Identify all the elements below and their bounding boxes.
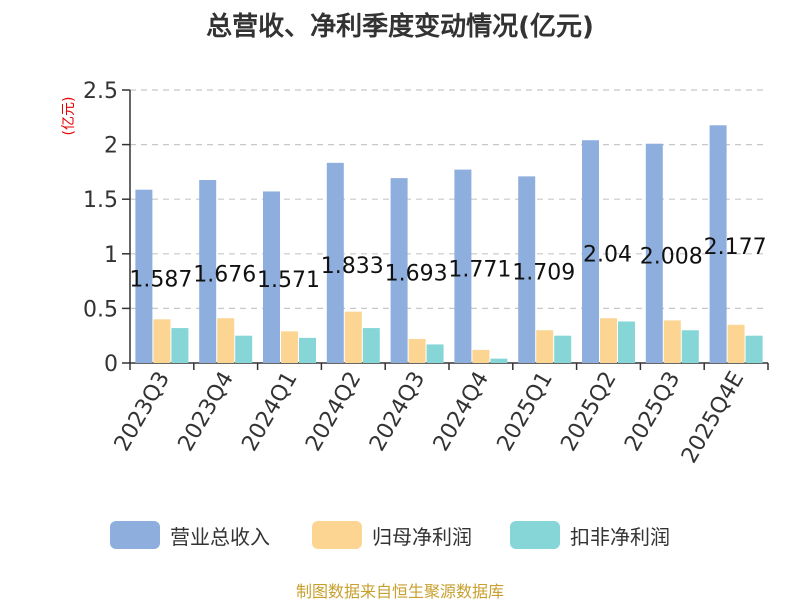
data-label-revenue: 2.008 xyxy=(640,244,703,269)
bar-net-profit xyxy=(281,331,298,363)
x-tick-label: 2025Q4E xyxy=(677,368,749,468)
bar-net-profit xyxy=(663,320,681,363)
x-tick-label: 2024Q2 xyxy=(301,368,366,456)
bar-revenue xyxy=(645,143,663,363)
data-label-revenue: 2.177 xyxy=(704,235,767,260)
bar-deducted-profit xyxy=(171,328,189,363)
bar-net-profit xyxy=(408,338,426,363)
bar-deducted-profit xyxy=(299,337,316,363)
legend-label-deducted-profit: 扣非净利润 xyxy=(570,524,670,549)
bar-net-profit xyxy=(536,330,554,363)
x-tick-label: 2024Q4 xyxy=(429,368,494,456)
x-tick-label: 2025Q1 xyxy=(493,368,558,456)
data-label-revenue: 1.676 xyxy=(193,262,256,287)
bar-revenue xyxy=(199,179,217,363)
legend-label-revenue: 营业总收入 xyxy=(170,524,270,549)
bar-deducted-profit xyxy=(362,328,380,363)
bar-chart-plot: 00.511.522.52023Q32023Q42024Q12024Q22024… xyxy=(83,79,769,468)
x-tick-label: 2023Q4 xyxy=(174,368,239,456)
bar-deducted-profit xyxy=(618,321,635,363)
legend-item-net-profit[interactable]: 归母净利润 xyxy=(312,518,472,552)
y-tick-label: 1 xyxy=(104,243,118,268)
data-label-revenue: 1.771 xyxy=(448,257,511,282)
data-label-revenue: 1.833 xyxy=(321,254,384,279)
bar-deducted-profit xyxy=(426,344,444,363)
y-tick-label: 0 xyxy=(104,352,118,377)
bar-revenue xyxy=(263,191,280,363)
x-tick-label: 2025Q2 xyxy=(556,368,621,456)
y-tick-label: 2 xyxy=(104,134,118,159)
bar-revenue xyxy=(582,140,599,363)
bar-net-profit xyxy=(727,324,745,363)
legend-item-deducted-profit[interactable]: 扣非净利润 xyxy=(510,518,670,552)
data-label-revenue: 1.709 xyxy=(512,261,575,286)
legend-item-revenue[interactable]: 营业总收入 xyxy=(110,518,270,552)
bar-net-profit xyxy=(344,311,362,363)
legend: 营业总收入 归母净利润 扣非净利润 xyxy=(0,518,800,552)
bar-deducted-profit xyxy=(681,330,699,363)
legend-swatch-deducted-profit xyxy=(510,521,560,549)
bar-deducted-profit xyxy=(554,335,572,363)
bar-revenue xyxy=(518,176,536,363)
y-tick-label: 1.5 xyxy=(83,188,118,213)
x-tick-label: 2023Q3 xyxy=(110,368,175,456)
y-tick-label: 2.5 xyxy=(83,79,118,104)
bar-revenue xyxy=(454,169,472,363)
source-note: 制图数据来自恒生聚源数据库 xyxy=(295,582,504,601)
x-tick-label: 2025Q3 xyxy=(620,368,685,456)
bar-revenue xyxy=(135,189,153,363)
bar-deducted-profit xyxy=(745,335,763,363)
data-label-revenue: 1.693 xyxy=(385,262,448,287)
bar-revenue xyxy=(709,125,727,363)
y-tick-label: 0.5 xyxy=(83,297,118,322)
x-tick-label: 2024Q3 xyxy=(365,367,430,455)
data-label-revenue: 2.04 xyxy=(583,243,632,268)
bar-revenue xyxy=(390,178,408,363)
bar-net-profit xyxy=(472,349,490,363)
legend-swatch-net-profit xyxy=(312,521,362,549)
bar-net-profit xyxy=(153,319,171,363)
legend-label-net-profit: 归母净利润 xyxy=(372,524,472,549)
chart-title: 总营收、净利季度变动情况(亿元) xyxy=(206,12,594,42)
bar-deducted-profit xyxy=(235,335,253,363)
data-label-revenue: 1.571 xyxy=(257,268,320,293)
data-label-revenue: 1.587 xyxy=(129,267,192,292)
bar-revenue xyxy=(326,162,344,363)
x-tick-label: 2024Q1 xyxy=(237,368,302,456)
bar-deducted-profit xyxy=(490,358,508,363)
bar-net-profit xyxy=(600,318,617,363)
legend-swatch-revenue xyxy=(110,521,160,549)
bar-net-profit xyxy=(217,318,235,363)
